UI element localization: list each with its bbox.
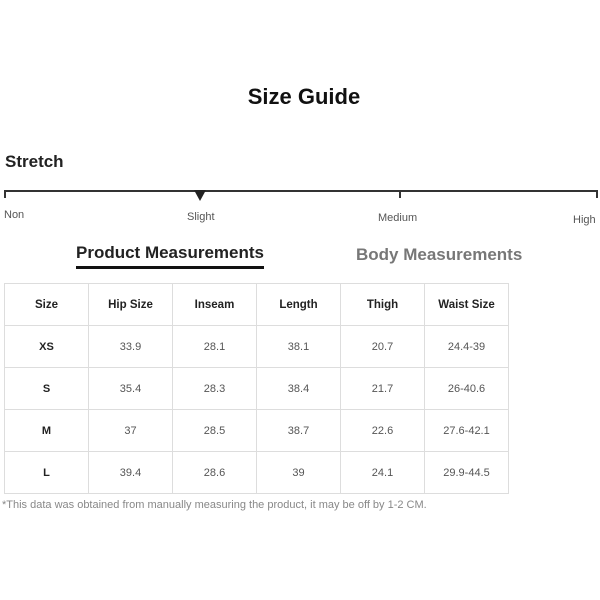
stretch-tick-non: [4, 190, 6, 198]
cell-size: S: [4, 367, 89, 410]
stretch-level-medium: Medium: [378, 212, 418, 224]
cell-inseam: 28.3: [172, 367, 257, 410]
stretch-indicator-icon: [194, 190, 206, 201]
cell-length: 38.4: [256, 367, 341, 410]
header-hip-size: Hip Size: [88, 283, 173, 326]
stretch-level-high: High: [573, 214, 596, 226]
cell-thigh: 24.1: [340, 451, 425, 494]
table-row: L 39.4 28.6 39 24.1 29.9-44.5: [4, 451, 509, 494]
cell-length: 38.7: [256, 409, 341, 452]
header-size: Size: [4, 283, 89, 326]
cell-size: L: [4, 451, 89, 494]
stretch-scale-line: [4, 190, 598, 192]
stretch-tick-high: [596, 190, 598, 198]
table-row: XS 33.9 28.1 38.1 20.7 24.4-39: [4, 325, 509, 368]
cell-waist: 26-40.6: [424, 367, 509, 410]
cell-waist: 29.9-44.5: [424, 451, 509, 494]
cell-hip: 37: [88, 409, 173, 452]
stretch-label: Stretch: [5, 152, 64, 171]
cell-waist: 27.6-42.1: [424, 409, 509, 452]
header-length: Length: [256, 283, 341, 326]
size-table: Size Hip Size Inseam Length Thigh Waist …: [4, 283, 509, 494]
table-row: S 35.4 28.3 38.4 21.7 26-40.6: [4, 367, 509, 410]
cell-size: XS: [4, 325, 89, 368]
table-row: M 37 28.5 38.7 22.6 27.6-42.1: [4, 409, 509, 452]
header-inseam: Inseam: [172, 283, 257, 326]
page-title: Size Guide: [247, 84, 361, 109]
cell-thigh: 22.6: [340, 409, 425, 452]
cell-thigh: 21.7: [340, 367, 425, 410]
measurement-note: *This data was obtained from manually me…: [2, 499, 427, 511]
cell-length: 39: [256, 451, 341, 494]
cell-thigh: 20.7: [340, 325, 425, 368]
header-waist-size: Waist Size: [424, 283, 509, 326]
cell-hip: 35.4: [88, 367, 173, 410]
cell-inseam: 28.1: [172, 325, 257, 368]
cell-hip: 39.4: [88, 451, 173, 494]
tab-product-measurements[interactable]: Product Measurements: [76, 243, 264, 269]
tab-body-measurements[interactable]: Body Measurements: [356, 245, 523, 264]
stretch-level-non: Non: [4, 209, 25, 221]
cell-inseam: 28.5: [172, 409, 257, 452]
cell-waist: 24.4-39: [424, 325, 509, 368]
header-thigh: Thigh: [340, 283, 425, 326]
table-header-row: Size Hip Size Inseam Length Thigh Waist …: [4, 283, 509, 326]
stretch-level-slight: Slight: [187, 211, 215, 223]
cell-hip: 33.9: [88, 325, 173, 368]
cell-size: M: [4, 409, 89, 452]
stretch-tick-medium: [399, 190, 401, 198]
cell-length: 38.1: [256, 325, 341, 368]
cell-inseam: 28.6: [172, 451, 257, 494]
